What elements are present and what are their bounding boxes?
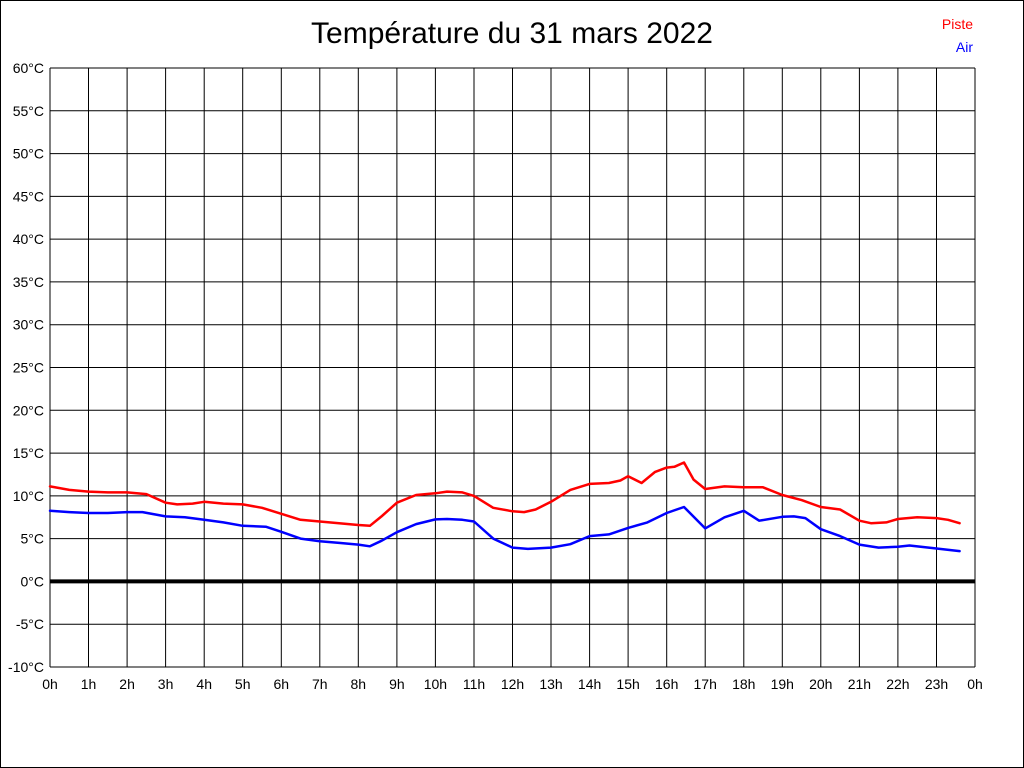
x-tick-label: 23h	[925, 676, 948, 692]
x-tick-label: 14h	[578, 676, 601, 692]
x-tick-label: 0h	[42, 676, 58, 692]
y-tick-label: 0°C	[21, 573, 45, 589]
y-tick-label: 5°C	[21, 531, 45, 547]
y-tick-label: 40°C	[13, 231, 44, 247]
x-tick-label: 4h	[196, 676, 212, 692]
y-tick-label: 10°C	[13, 488, 44, 504]
legend-item-air: Air	[955, 39, 973, 55]
x-tick-label: 16h	[655, 676, 678, 692]
y-tick-label: 55°C	[13, 103, 44, 119]
x-tick-label: 6h	[274, 676, 290, 692]
y-tick-label: 60°C	[13, 60, 44, 76]
series-line-piste	[48, 461, 961, 528]
x-tick-label: 7h	[312, 676, 328, 692]
y-tick-label: 30°C	[13, 317, 44, 333]
y-tick-label: 20°C	[13, 402, 44, 418]
series-line-air	[48, 505, 961, 553]
x-tick-label: 1h	[81, 676, 97, 692]
x-tick-label: 2h	[119, 676, 135, 692]
y-tick-label: 45°C	[13, 188, 44, 204]
chart-title: Température du 31 mars 2022	[311, 17, 713, 50]
x-tick-label: 12h	[501, 676, 524, 692]
legend-item-piste: Piste	[941, 16, 973, 32]
y-tick-label: -5°C	[16, 616, 44, 632]
legend: Piste Air	[942, 13, 973, 59]
x-tick-label: 11h	[463, 676, 485, 692]
x-tick-label: 10h	[424, 676, 447, 692]
x-tick-label: 3h	[158, 676, 174, 692]
x-tick-label: 17h	[694, 676, 717, 692]
x-tick-label: 0h	[967, 676, 983, 692]
x-tick-label: 21h	[848, 676, 871, 692]
x-tick-label: 8h	[351, 676, 367, 692]
x-tick-label: 22h	[886, 676, 909, 692]
x-tick-label: 15h	[616, 676, 639, 692]
y-tick-label: 15°C	[13, 445, 44, 461]
y-tick-label: 50°C	[13, 146, 44, 162]
y-tick-label: 25°C	[13, 360, 44, 376]
x-tick-label: 13h	[539, 676, 562, 692]
x-tick-label: 18h	[732, 676, 755, 692]
x-tick-label: 20h	[809, 676, 832, 692]
y-tick-label: -10°C	[8, 659, 44, 675]
x-tick-label: 9h	[389, 676, 405, 692]
y-tick-label: 35°C	[13, 274, 44, 290]
x-tick-label: 5h	[235, 676, 251, 692]
x-tick-label: 19h	[771, 676, 794, 692]
